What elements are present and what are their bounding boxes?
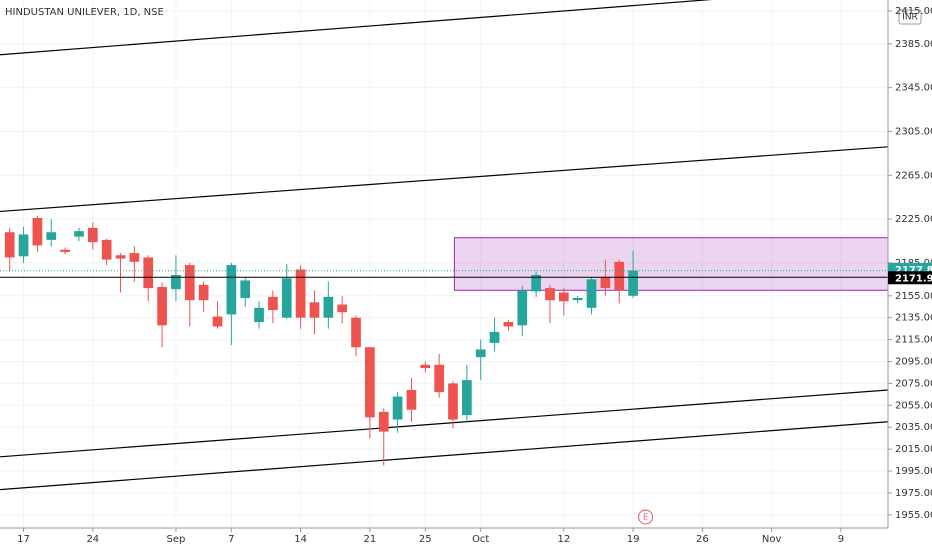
x-tick-label: 12 <box>557 534 570 545</box>
x-tick-label: 26 <box>696 534 709 545</box>
y-tick-label: 2415.00 <box>895 6 932 17</box>
candle-body <box>18 234 29 257</box>
y-tick-label: 2075.00 <box>895 378 932 389</box>
candle-body <box>171 274 181 290</box>
candle-body <box>32 217 43 246</box>
candle-body <box>545 288 555 301</box>
zone <box>453 237 889 291</box>
candle-body <box>475 349 486 358</box>
candle-body <box>351 317 361 348</box>
y-tick-label: 2265.00 <box>895 170 932 181</box>
y-tick-label: 2135.00 <box>895 313 932 324</box>
x-tick-label: 19 <box>627 534 640 545</box>
y-tick-label: 1955.00 <box>895 510 932 521</box>
event-marker <box>638 509 654 525</box>
event-label: E <box>643 513 648 522</box>
candle-body <box>392 396 403 420</box>
candle-body <box>115 255 126 259</box>
x-tick-label: Oct <box>472 534 489 545</box>
x-tick-label: 21 <box>364 534 377 545</box>
candle-body <box>46 232 57 240</box>
candle-body <box>406 389 417 410</box>
candle-body <box>309 302 320 318</box>
candle-body <box>4 232 15 258</box>
candle-body <box>226 265 237 315</box>
y-tick-label: 2015.00 <box>895 444 932 455</box>
y-tick-label: 2305.00 <box>895 126 932 137</box>
candle-body <box>517 290 528 326</box>
candle-body <box>143 257 154 289</box>
candle-body <box>365 347 375 418</box>
chart-title: HINDUSTAN UNILEVER, 1D, NSE <box>5 7 164 18</box>
y-tick-label: 2345.00 <box>895 83 932 94</box>
candle-body <box>101 239 112 260</box>
currency[interactable]: INR <box>902 13 918 23</box>
y-tick-label: 2115.00 <box>895 335 932 346</box>
x-tick-label: 25 <box>419 534 432 545</box>
price-label: 2177.80 <box>895 265 932 276</box>
trendline <box>0 0 713 56</box>
candle-body <box>572 297 583 301</box>
candle-body <box>295 269 306 318</box>
y-tick-label: 1995.00 <box>895 466 932 477</box>
y-tick-label: 2035.00 <box>895 422 932 433</box>
x-tick-label: 14 <box>294 534 307 545</box>
price-label-box <box>888 271 932 285</box>
currency-box[interactable] <box>898 9 922 25</box>
candle-body <box>586 279 597 308</box>
y-tick-label: 2225.00 <box>895 214 932 225</box>
candle-body <box>558 292 569 302</box>
x-tick-label: Nov <box>762 534 782 545</box>
candle-body <box>60 249 70 252</box>
candle-body <box>378 411 389 432</box>
candle-body <box>628 270 638 296</box>
candle-body <box>74 231 84 237</box>
x-tick-label: Sep <box>167 534 186 545</box>
price-label: 2171.90 <box>895 273 932 284</box>
candle-body <box>184 265 195 301</box>
candle-body <box>129 253 140 262</box>
candle-body <box>448 383 458 420</box>
candle-body <box>87 227 98 243</box>
candle-body <box>212 316 223 327</box>
trendline <box>0 389 889 458</box>
candle-body <box>531 274 541 292</box>
candle-body <box>614 261 625 291</box>
candle-body <box>337 304 348 313</box>
candle-body <box>281 278 292 318</box>
trendline <box>0 146 889 213</box>
y-tick-label: 2385.00 <box>895 39 932 50</box>
candle-body <box>462 380 472 416</box>
candle-body <box>268 296 278 311</box>
candle-body <box>240 280 251 298</box>
candle-body <box>489 331 500 343</box>
candle-body <box>434 364 444 393</box>
candle-body <box>503 322 514 327</box>
y-tick-label: 2055.00 <box>895 400 932 411</box>
y-tick-label: 2095.00 <box>895 356 932 367</box>
x-tick-label: 24 <box>86 534 99 545</box>
candle-body <box>420 364 431 369</box>
x-tick-label: 7 <box>228 534 234 545</box>
x-tick-label: 17 <box>17 534 30 545</box>
y-tick-label: 1975.00 <box>895 488 932 499</box>
candle-body <box>323 296 334 318</box>
candle-body <box>157 287 167 326</box>
candle-body <box>198 284 209 301</box>
candle-body <box>600 277 611 289</box>
candle-body <box>254 307 264 323</box>
x-tick-label: 9 <box>838 534 844 545</box>
y-tick-label: 2155.00 <box>895 291 932 302</box>
trendline <box>0 421 889 491</box>
